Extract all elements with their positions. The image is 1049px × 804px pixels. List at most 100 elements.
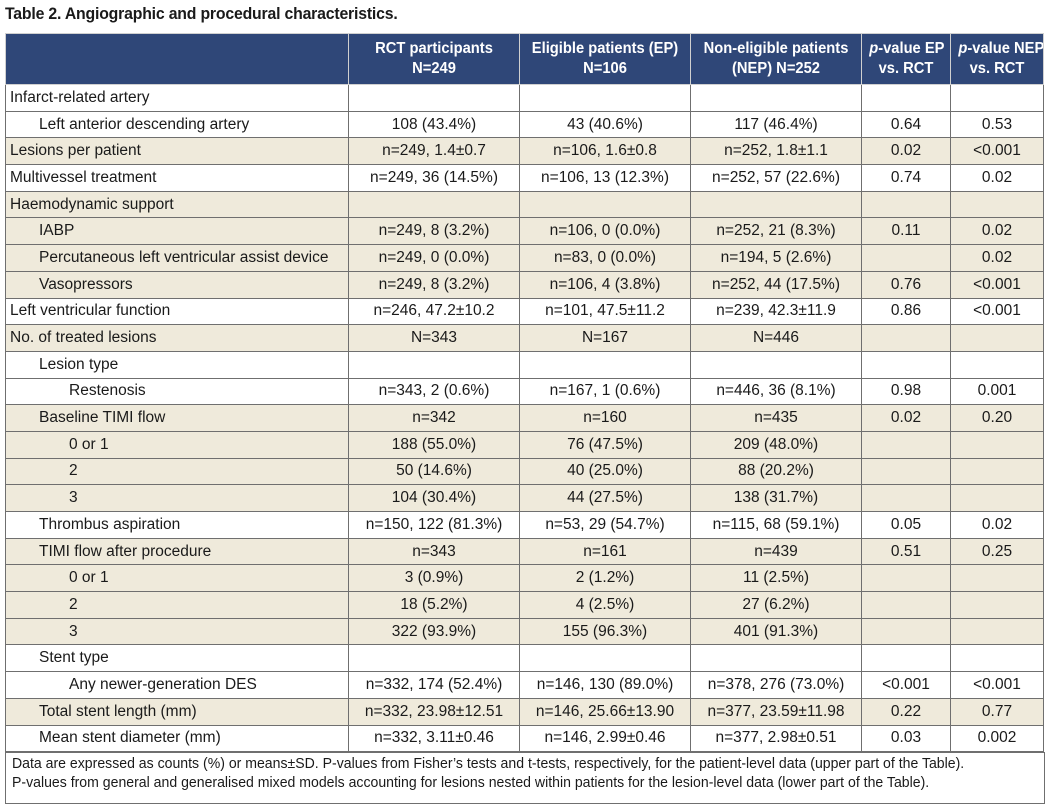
cell-ep: 76 (47.5%)	[519, 430, 691, 459]
cell-p-nep	[950, 591, 1044, 619]
row-label: Lesion type	[5, 350, 349, 379]
cell-p-nep	[950, 430, 1044, 459]
cell-nep: n=439	[690, 537, 862, 566]
header-nep-line2: (NEP) N=252	[732, 60, 820, 77]
header-p-ep: p-value EP vs. RCT	[861, 33, 951, 85]
header-ep-line1: Eligible patients (EP)	[531, 40, 679, 57]
cell-ep: n=160	[519, 404, 691, 432]
cell-p-ep	[861, 457, 951, 486]
row-label: 0 or 1	[5, 564, 349, 593]
cell-nep: 401 (91.3%)	[690, 617, 862, 646]
cell-nep: 27 (6.2%)	[690, 591, 862, 619]
cell-ep: n=106, 1.6±0.8	[519, 137, 691, 166]
table-title: Table 2. Angiographic and procedural cha…	[5, 4, 398, 23]
table-footnote: Data are expressed as counts (%) or mean…	[5, 752, 1045, 804]
row-label: 2	[5, 457, 349, 486]
row-label: 0 or 1	[5, 430, 349, 459]
cell-p-ep	[861, 84, 951, 112]
cell-nep: n=378, 276 (73.0%)	[690, 671, 862, 699]
cell-p-ep: 0.22	[861, 697, 951, 726]
header-nep-line1: Non-eligible patients	[703, 40, 849, 57]
cell-p-nep	[950, 644, 1044, 673]
table-row: 3 104 (30.4%) 44 (27.5%) 138 (31.7%)	[5, 484, 1044, 512]
cell-p-ep	[861, 324, 951, 352]
cell-p-nep: 0.77	[950, 697, 1044, 726]
row-label: Thrombus aspiration	[5, 511, 349, 539]
table-row: Left ventricular function n=246, 47.2±10.…	[5, 297, 1044, 326]
cell-nep: n=239, 42.3±11.9	[690, 297, 862, 326]
row-label: 3	[5, 617, 349, 646]
cell-ep: 155 (96.3%)	[519, 617, 691, 646]
cell-p-nep: 0.001	[950, 377, 1044, 406]
cell-nep: n=252, 44 (17.5%)	[690, 270, 862, 299]
table-row: IABP n=249, 8 (3.2%) n=106, 0 (0.0%) n=252,…	[5, 217, 1044, 246]
cell-nep: 209 (48.0%)	[690, 430, 862, 459]
cell-p-ep: 0.51	[861, 537, 951, 566]
row-label: Infarct-related artery	[5, 84, 349, 112]
cell-ep: N=167	[519, 324, 691, 352]
cell-rct: n=249, 1.4±0.7	[348, 137, 520, 166]
cell-rct: N=343	[348, 324, 520, 352]
cell-ep: 40 (25.0%)	[519, 457, 691, 486]
table-row: Left anterior descending artery 108 (43.4…	[5, 110, 1044, 139]
cell-rct: 188 (55.0%)	[348, 430, 520, 459]
cell-ep	[519, 644, 691, 673]
cell-rct	[348, 350, 520, 379]
row-label: Left ventricular function	[5, 297, 349, 326]
cell-nep: n=252, 21 (8.3%)	[690, 217, 862, 246]
cell-p-ep: 0.74	[861, 164, 951, 192]
cell-ep: n=161	[519, 537, 691, 566]
cell-p-ep	[861, 484, 951, 512]
header-rct-line1: RCT participants	[375, 40, 493, 57]
row-label: 3	[5, 484, 349, 512]
header-rct-line2: N=249	[412, 60, 456, 77]
table-row: 3 322 (93.9%) 155 (96.3%) 401 (91.3%)	[5, 617, 1044, 646]
row-label: Total stent length (mm)	[5, 697, 349, 726]
cell-rct: 104 (30.4%)	[348, 484, 520, 512]
header-row: RCT participants N=249 Eligible patients…	[5, 33, 1044, 85]
row-label: Mean stent diameter (mm)	[5, 724, 349, 753]
cell-p-nep: 0.53	[950, 110, 1044, 139]
cell-ep	[519, 350, 691, 379]
cell-rct: 3 (0.9%)	[348, 564, 520, 593]
cell-nep	[690, 644, 862, 673]
cell-p-nep: 0.20	[950, 404, 1044, 432]
cell-nep: n=446, 36 (8.1%)	[690, 377, 862, 406]
cell-ep: n=106, 4 (3.8%)	[519, 270, 691, 299]
cell-nep: 138 (31.7%)	[690, 484, 862, 512]
cell-rct: 322 (93.9%)	[348, 617, 520, 646]
cell-nep: 11 (2.5%)	[690, 564, 862, 593]
cell-rct	[348, 84, 520, 112]
table-row: Stent type	[5, 644, 1044, 673]
table-row: No. of treated lesions N=343 N=167 N=446	[5, 324, 1044, 352]
header-p-ep-rest: -value EP	[878, 40, 945, 57]
cell-p-nep: 0.02	[950, 164, 1044, 192]
header-p-ep-line2: vs. RCT	[878, 60, 934, 77]
cell-nep: n=377, 2.98±0.51	[690, 724, 862, 753]
cell-nep	[690, 350, 862, 379]
cell-rct: n=332, 23.98±12.51	[348, 697, 520, 726]
row-label: Any newer-generation DES	[5, 671, 349, 699]
cell-p-ep	[861, 350, 951, 379]
row-label: No. of treated lesions	[5, 324, 349, 352]
cell-ep: n=146, 25.66±13.90	[519, 697, 691, 726]
cell-rct: n=249, 0 (0.0%)	[348, 244, 520, 272]
cell-nep: n=377, 23.59±11.98	[690, 697, 862, 726]
cell-p-ep: 0.86	[861, 297, 951, 326]
header-nep: Non-eligible patients (NEP) N=252	[690, 33, 862, 85]
row-label: Left anterior descending artery	[5, 110, 349, 139]
cell-p-nep	[950, 484, 1044, 512]
header-label-column	[5, 33, 349, 85]
cell-p-nep: <0.001	[950, 270, 1044, 299]
cell-p-ep	[861, 190, 951, 219]
cell-p-nep	[950, 324, 1044, 352]
cell-rct: n=249, 8 (3.2%)	[348, 270, 520, 299]
cell-rct: 18 (5.2%)	[348, 591, 520, 619]
cell-p-nep	[950, 457, 1044, 486]
row-label: TIMI flow after procedure	[5, 537, 349, 566]
cell-p-nep: 0.25	[950, 537, 1044, 566]
cell-p-nep: <0.001	[950, 137, 1044, 166]
table-row: Multivessel treatment n=249, 36 (14.5%) n=…	[5, 164, 1044, 192]
row-label: Multivessel treatment	[5, 164, 349, 192]
